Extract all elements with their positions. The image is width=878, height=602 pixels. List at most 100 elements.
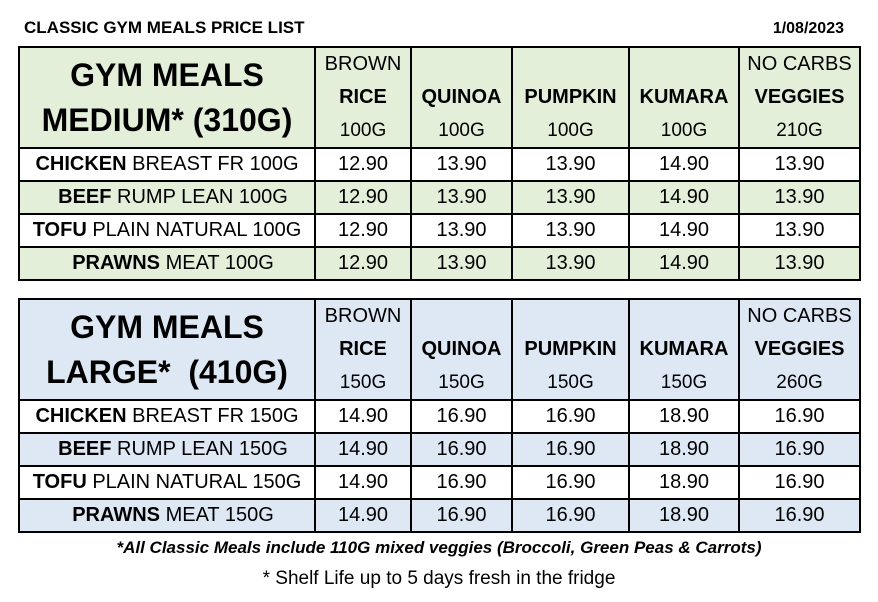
price-cell: 16.90 [410,432,513,467]
medium-title-line2: MEDIUM* (310G) [41,101,293,138]
table-row: PRAWNS MEAT 100G 12.90 13.90 13.90 14.90… [18,246,861,281]
price-cell: 14.90 [314,498,412,533]
table-row: PRAWNS MEAT 150G 14.90 16.90 16.90 18.90… [18,498,861,533]
price-cell: 18.90 [628,399,740,434]
column-header-brown-rice: BROWN RICE 100G [314,46,412,149]
column-header-weight: 150G [438,372,485,393]
price-cell: 16.90 [738,432,861,467]
column-header-line2: KUMARA [639,86,729,108]
price-cell: 16.90 [738,465,861,500]
column-header-weight: 150G [339,372,387,393]
meal-name: BEEF RUMP LEAN 100G [18,180,316,215]
price-cell: 13.90 [738,246,861,281]
column-header-line1 [514,301,627,333]
column-header-brown-rice: BROWN RICE 150G [314,298,412,401]
protein-name: TOFU [32,219,87,241]
column-header-pumpkin: PUMPKIN 100G [511,46,630,149]
table-row: CHICKEN BREAST FR 100G 12.90 13.90 13.90… [18,147,861,182]
meal-description: BREAST FR 100G [126,153,299,175]
price-cell: 14.90 [314,432,412,467]
meal-description: RUMP LEAN 100G [111,186,288,208]
column-header-veggies: NO CARBS VEGGIES 260G [738,298,861,401]
column-header-quinoa: QUINOA 150G [410,298,513,401]
price-cell: 18.90 [628,465,740,500]
price-cell: 13.90 [410,180,513,215]
table-row: TOFU PLAIN NATURAL 150G 14.90 16.90 16.9… [18,465,861,500]
meal-description: MEAT 100G [160,252,274,274]
column-header-line1 [514,49,627,81]
price-cell: 14.90 [628,180,740,215]
meal-name: TOFU PLAIN NATURAL 100G [18,213,316,248]
column-header-weight: 100G [547,120,594,141]
medium-title-line1: GYM MEALS [70,56,264,93]
price-cell: 16.90 [511,498,630,533]
column-header-line2: QUINOA [421,86,502,108]
large-table-title: GYM MEALS LARGE* (410G) [18,298,316,401]
price-cell: 14.90 [628,213,740,248]
price-cell: 13.90 [511,213,630,248]
column-header-line1: BROWN [324,305,402,327]
meal-description: BREAST FR 150G [126,405,299,427]
price-cell: 16.90 [738,498,861,533]
column-header-kumara: KUMARA 150G [628,298,740,401]
meal-name: PRAWNS MEAT 150G [18,498,316,533]
column-header-line2: PUMPKIN [524,86,617,108]
large-title-line1: GYM MEALS [70,308,264,345]
protein-name: TOFU [32,471,87,493]
veggies-footnote: *All Classic Meals include 110G mixed ve… [116,538,762,557]
column-header-line2: VEGGIES [754,338,845,360]
protein-name: PRAWNS [72,252,161,274]
column-header-weight: 260G [776,372,823,393]
protein-name: BEEF [58,186,112,208]
large-meals-table: GYM MEALS LARGE* (410G) BROWN RICE 150G … [18,298,861,533]
column-header-veggies: NO CARBS VEGGIES 210G [738,46,861,149]
column-header-line2: QUINOA [421,338,502,360]
column-header-pumpkin: PUMPKIN 150G [511,298,630,401]
meal-name: BEEF RUMP LEAN 150G [18,432,316,467]
column-header-line1 [631,49,737,81]
column-header-line1 [413,301,510,333]
medium-table-title: GYM MEALS MEDIUM* (310G) [18,46,316,149]
column-header-line2: VEGGIES [754,86,845,108]
meal-name: CHICKEN BREAST FR 100G [18,147,316,182]
price-cell: 12.90 [314,147,412,182]
meal-description: PLAIN NATURAL 100G [86,219,302,241]
table-row: BEEF RUMP LEAN 150G 14.90 16.90 16.90 18… [18,432,861,467]
table-row: CHICKEN BREAST FR 150G 14.90 16.90 16.90… [18,399,861,434]
column-header-line1 [413,49,510,81]
column-header-line1: NO CARBS [747,53,852,75]
column-header-line1 [631,301,737,333]
protein-name: CHICKEN [35,405,127,427]
column-header-weight: 150G [660,372,708,393]
price-cell: 13.90 [738,213,861,248]
price-cell: 12.90 [314,246,412,281]
column-header-line1: BROWN [324,53,402,75]
price-cell: 18.90 [628,498,740,533]
large-title-line2: LARGE* (410G) [46,353,288,390]
column-header-weight: 100G [438,120,485,141]
price-cell: 12.90 [314,213,412,248]
column-header-weight: 150G [547,372,594,393]
large-header-row: GYM MEALS LARGE* (410G) BROWN RICE 150G … [18,298,861,401]
meal-description: MEAT 150G [160,504,274,526]
price-cell: 16.90 [511,399,630,434]
price-cell: 13.90 [511,147,630,182]
shelf-life-footnote: * Shelf Life up to 5 days fresh in the f… [262,568,616,589]
price-cell: 13.90 [738,180,861,215]
price-cell: 16.90 [410,399,513,434]
column-header-weight: 210G [776,120,823,141]
price-cell: 14.90 [314,399,412,434]
medium-header-row: GYM MEALS MEDIUM* (310G) BROWN RICE 100G… [18,46,861,149]
column-header-weight: 100G [660,120,708,141]
price-list-title: CLASSIC GYM MEALS PRICE LIST [24,18,305,37]
column-header-line2: PUMPKIN [524,338,617,360]
column-header-quinoa: QUINOA 100G [410,46,513,149]
meal-description: PLAIN NATURAL 150G [86,471,302,493]
medium-meals-table: GYM MEALS MEDIUM* (310G) BROWN RICE 100G… [18,46,861,281]
price-cell: 16.90 [511,465,630,500]
meal-description: RUMP LEAN 150G [111,438,288,460]
price-cell: 13.90 [738,147,861,182]
price-cell: 13.90 [410,147,513,182]
price-cell: 16.90 [738,399,861,434]
meal-name: TOFU PLAIN NATURAL 150G [18,465,316,500]
